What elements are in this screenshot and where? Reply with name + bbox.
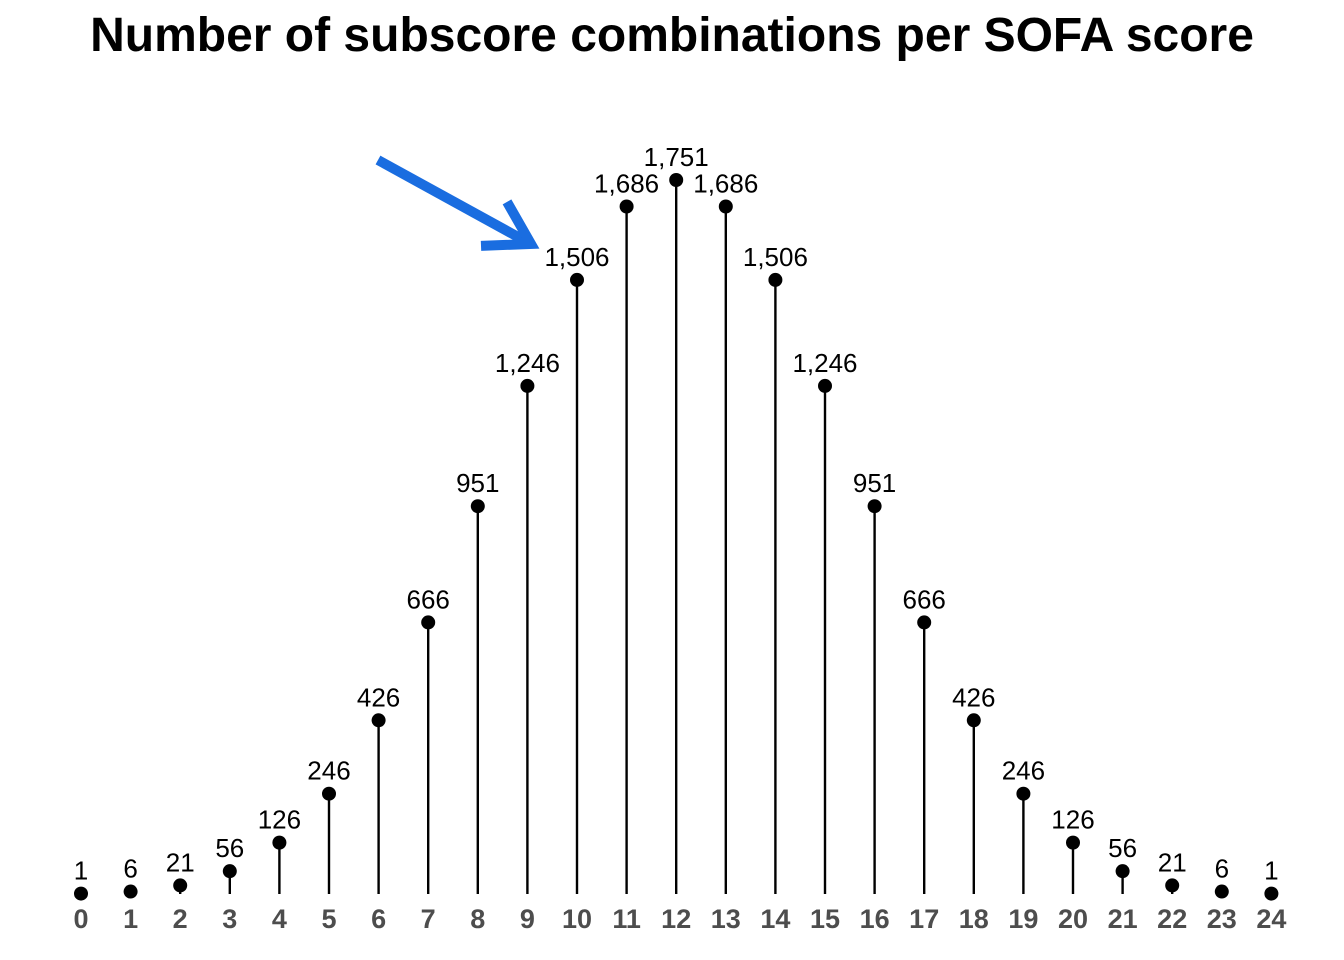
- value-label-9: 1,246: [495, 348, 560, 378]
- stems-group: [79, 180, 1273, 894]
- point-11: [619, 199, 634, 214]
- value-label-13: 1,686: [693, 169, 758, 199]
- point-7: [421, 615, 436, 630]
- x-tick-15: 15: [810, 904, 840, 934]
- x-tick-9: 9: [520, 904, 535, 934]
- value-label-7: 666: [407, 584, 450, 614]
- x-tick-3: 3: [222, 904, 237, 934]
- x-tick-17: 17: [909, 904, 939, 934]
- x-tick-11: 11: [612, 904, 641, 934]
- point-24: [1264, 886, 1279, 901]
- arrow-icon: [375, 155, 540, 251]
- point-17: [917, 615, 932, 630]
- point-3: [222, 864, 237, 879]
- x-tick-7: 7: [421, 904, 436, 934]
- arrow-head: [480, 199, 540, 251]
- x-tick-10: 10: [562, 904, 592, 934]
- value-label-11: 1,686: [594, 169, 659, 199]
- value-label-6: 426: [357, 682, 400, 712]
- value-label-18: 426: [952, 682, 995, 712]
- point-6: [371, 713, 386, 728]
- point-23: [1214, 884, 1229, 899]
- x-tick-0: 0: [73, 904, 88, 934]
- x-tick-4: 4: [272, 904, 287, 934]
- points-group: [74, 173, 1279, 901]
- x-tick-8: 8: [470, 904, 485, 934]
- x-tick-19: 19: [1008, 904, 1038, 934]
- value-labels-group: 1 6 21 561262464266669511,2461,5061,6861,75…: [74, 142, 1279, 886]
- point-13: [718, 199, 733, 214]
- value-label-21: 56: [1108, 833, 1137, 863]
- value-label-20: 126: [1051, 805, 1094, 835]
- x-tick-22: 22: [1157, 904, 1187, 934]
- value-label-16: 951: [853, 468, 896, 498]
- point-10: [570, 272, 584, 287]
- x-tick-24: 24: [1256, 904, 1286, 934]
- value-label-10: 1,506: [544, 242, 609, 272]
- point-22: [1165, 878, 1180, 893]
- value-label-12: 1,751: [644, 142, 709, 172]
- point-20: [1066, 835, 1080, 850]
- value-label-23: 6: [1215, 854, 1229, 884]
- value-label-22: 21: [1158, 847, 1187, 877]
- value-label-8: 951: [456, 468, 499, 498]
- arrow-shaft: [375, 155, 530, 247]
- x-tick-18: 18: [959, 904, 989, 934]
- point-5: [322, 786, 336, 801]
- x-tick-12: 12: [661, 904, 691, 934]
- value-label-15: 1,246: [792, 348, 857, 378]
- x-tick-labels-group: 0 1 2 3 4 5 6 7 8 9 10 11 12 13 14 15 16 17 18 19 20 21 22 23 24: [73, 904, 1286, 934]
- value-label-24: 1: [1264, 856, 1278, 886]
- x-tick-5: 5: [321, 904, 336, 934]
- point-16: [867, 499, 882, 514]
- value-label-2: 21: [166, 847, 195, 877]
- point-2: [173, 878, 188, 893]
- value-label-3: 56: [215, 833, 244, 863]
- point-19: [1016, 786, 1031, 801]
- value-label-5: 246: [307, 756, 350, 786]
- point-9: [520, 378, 535, 393]
- point-18: [966, 713, 981, 728]
- point-4: [272, 835, 287, 850]
- point-1: [123, 884, 138, 899]
- value-label-19: 246: [1002, 756, 1045, 786]
- value-label-1: 6: [123, 854, 137, 884]
- point-12: [669, 173, 684, 187]
- x-tick-6: 6: [371, 904, 386, 934]
- x-tick-13: 13: [711, 904, 741, 934]
- value-label-4: 126: [258, 805, 301, 835]
- point-8: [470, 499, 485, 514]
- value-label-17: 666: [903, 584, 946, 614]
- point-14: [768, 272, 783, 287]
- point-15: [818, 378, 832, 393]
- x-tick-14: 14: [760, 904, 790, 934]
- x-tick-1: 1: [123, 904, 138, 934]
- x-tick-2: 2: [173, 904, 188, 934]
- x-tick-16: 16: [860, 904, 890, 934]
- point-0: [74, 886, 88, 901]
- value-label-14: 1,506: [743, 242, 808, 272]
- value-label-0: 1: [74, 856, 88, 886]
- x-tick-21: 21: [1108, 904, 1138, 934]
- x-tick-20: 20: [1058, 904, 1088, 934]
- chart-title: Number of subscore combinations per SOFA…: [90, 9, 1254, 62]
- point-21: [1115, 864, 1130, 879]
- x-tick-23: 23: [1207, 904, 1237, 934]
